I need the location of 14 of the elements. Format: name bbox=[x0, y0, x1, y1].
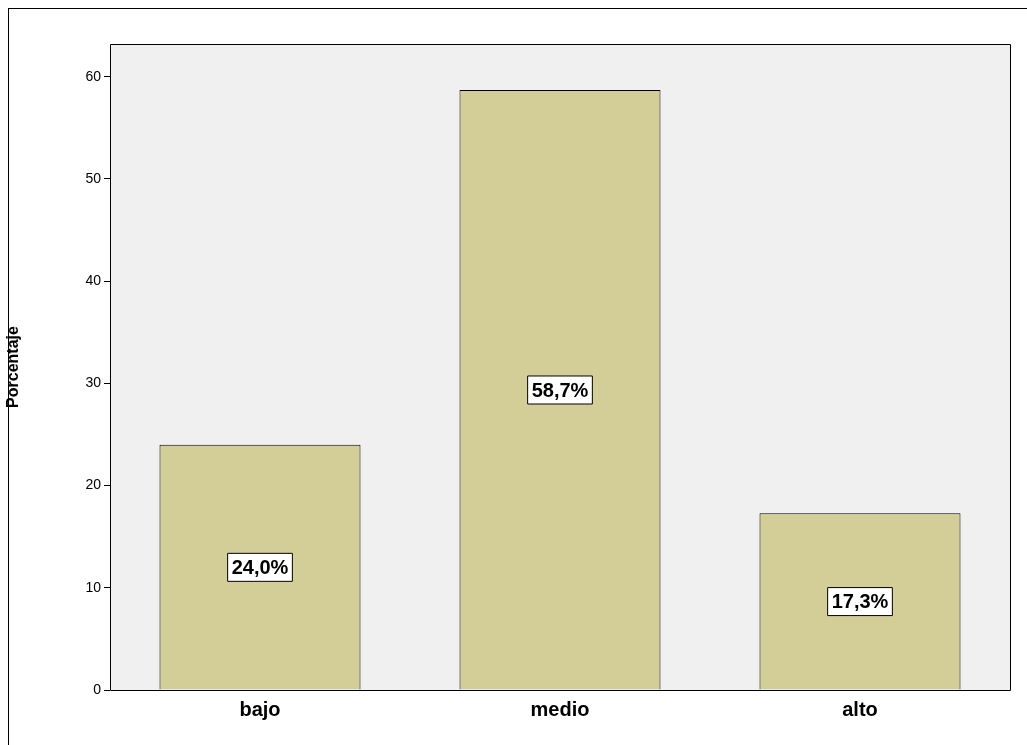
y-tick-label: 10 bbox=[85, 578, 102, 595]
y-tick-label: 40 bbox=[85, 272, 102, 288]
y-tick-label: 30 bbox=[85, 374, 102, 391]
y-tick-label: 20 bbox=[85, 476, 102, 493]
y-tick-label: 60 bbox=[85, 67, 102, 84]
y-axis-title: Porcentaje bbox=[4, 325, 22, 408]
data-label: 58,7% bbox=[531, 378, 589, 401]
data-label: 17,3% bbox=[831, 590, 889, 613]
y-tick-label: 50 bbox=[85, 169, 102, 186]
data-label: 24,0% bbox=[231, 555, 289, 578]
y-tick-label: 0 bbox=[93, 680, 102, 697]
x-tick-label: medio bbox=[530, 697, 590, 720]
x-tick-label: bajo bbox=[239, 697, 281, 720]
x-tick-label: alto bbox=[842, 697, 878, 720]
